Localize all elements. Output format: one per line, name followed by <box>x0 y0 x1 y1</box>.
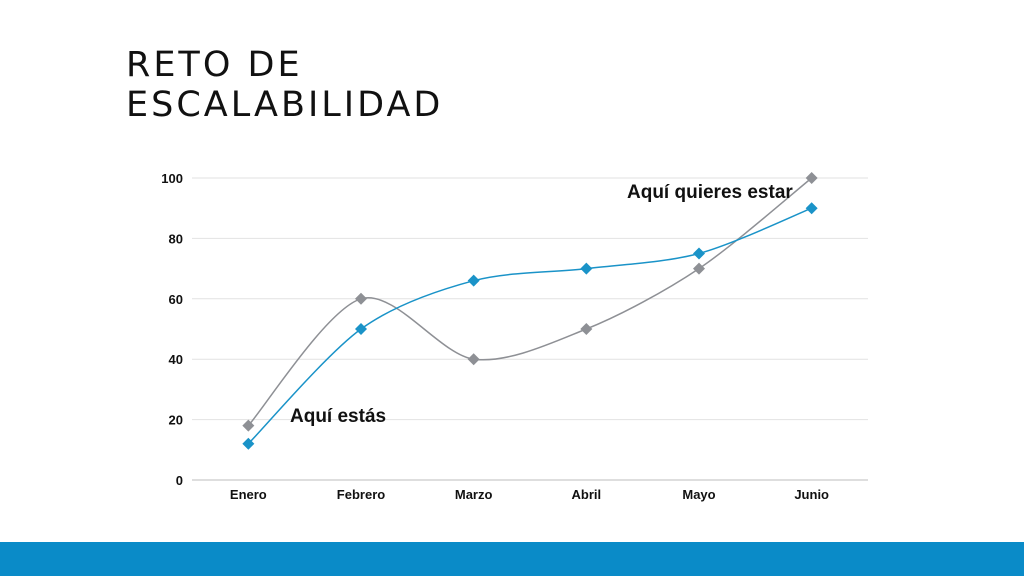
y-tick-label: 0 <box>176 473 183 488</box>
data-point-marker <box>693 262 705 275</box>
x-tick-label: Febrero <box>337 487 385 502</box>
data-point-marker <box>355 292 367 305</box>
y-tick-label: 60 <box>169 292 183 307</box>
data-point-marker <box>693 247 705 260</box>
y-tick-label: 40 <box>169 352 183 367</box>
x-tick-label: Abril <box>572 487 602 502</box>
x-axis-ticks: Enero Febrero Marzo Abril Mayo Junio <box>230 487 829 502</box>
y-tick-label: 80 <box>169 231 183 246</box>
series-line <box>247 177 813 427</box>
series-target <box>242 172 818 432</box>
data-point-marker <box>467 353 480 366</box>
x-tick-label: Mayo <box>682 487 715 502</box>
y-tick-label: 100 <box>161 171 183 186</box>
x-tick-label: Marzo <box>455 487 493 502</box>
data-point-marker <box>805 172 818 184</box>
slide-title: RETO DE ESCALABILIDAD <box>126 45 443 125</box>
y-tick-label: 20 <box>169 413 183 428</box>
x-tick-label: Enero <box>230 487 267 502</box>
y-axis-ticks: 0 20 40 60 80 100 <box>161 171 183 488</box>
data-point-marker <box>242 419 255 432</box>
slide-title-line-1: RETO DE <box>126 45 303 85</box>
data-point-marker <box>355 323 367 335</box>
data-point-marker <box>242 437 255 450</box>
series-line <box>247 207 812 445</box>
accent-footer-bar <box>0 542 1024 576</box>
data-point-marker <box>580 262 593 275</box>
annotation-target: Aquí quieres estar <box>627 182 793 203</box>
chart-series <box>242 172 818 450</box>
slide-title-line-2: ESCALABILIDAD <box>126 85 444 125</box>
annotation-actual: Aquí estás <box>290 406 386 427</box>
data-point-marker <box>580 323 593 335</box>
data-point-marker <box>805 202 818 215</box>
chart-gridlines <box>192 177 868 481</box>
series-actual <box>242 202 818 450</box>
x-tick-label: Junio <box>794 487 829 502</box>
data-point-marker <box>467 274 480 287</box>
